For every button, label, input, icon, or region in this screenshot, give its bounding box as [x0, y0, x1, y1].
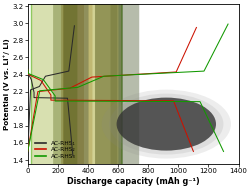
FancyBboxPatch shape — [78, 0, 100, 189]
FancyBboxPatch shape — [51, 0, 81, 189]
Y-axis label: Potential (V vs. Li⁺/ Li): Potential (V vs. Li⁺/ Li) — [4, 39, 10, 130]
Ellipse shape — [116, 98, 215, 151]
FancyBboxPatch shape — [74, 0, 97, 189]
FancyBboxPatch shape — [76, 0, 103, 189]
Ellipse shape — [101, 90, 230, 159]
FancyBboxPatch shape — [85, 0, 112, 189]
Legend: AC-RHS₁, AC-RHS₂, AC-RHS₃: AC-RHS₁, AC-RHS₂, AC-RHS₃ — [35, 140, 76, 160]
X-axis label: Discharge capacity (mAh g⁻¹): Discharge capacity (mAh g⁻¹) — [66, 177, 199, 186]
FancyBboxPatch shape — [84, 0, 101, 189]
FancyBboxPatch shape — [72, 0, 102, 189]
FancyBboxPatch shape — [93, 0, 108, 189]
FancyBboxPatch shape — [31, 0, 121, 189]
Ellipse shape — [109, 94, 222, 155]
